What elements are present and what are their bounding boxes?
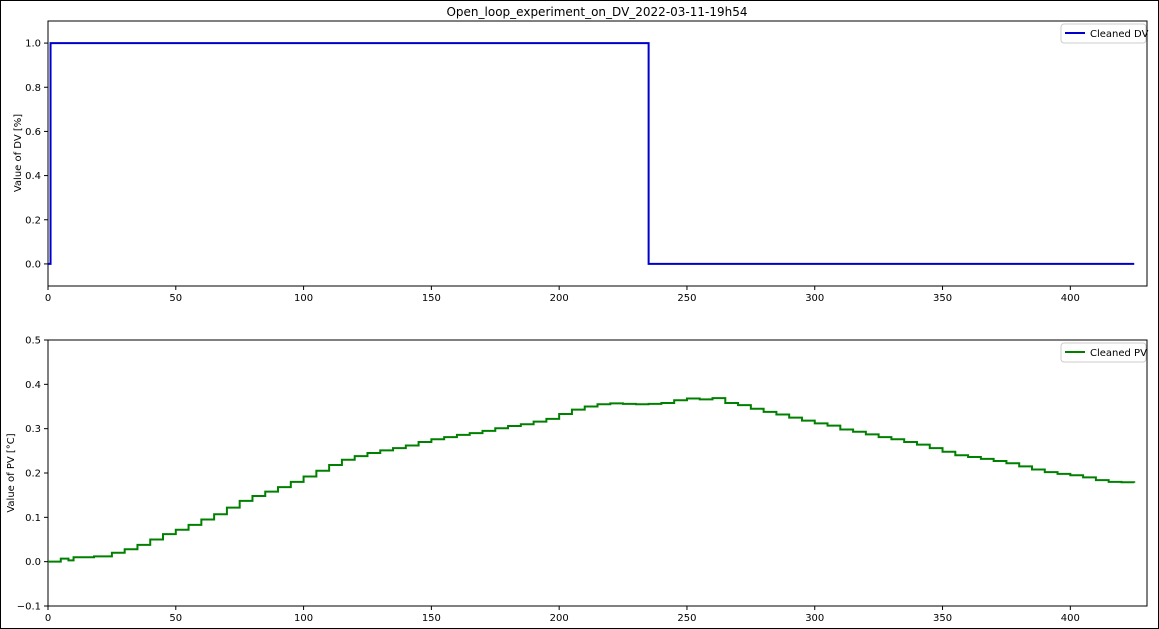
pv-series-line	[48, 397, 1136, 563]
pv-y-tick-label: 0.1	[25, 513, 41, 524]
dv-y-tick-label: 0.2	[25, 215, 41, 226]
dv-x-tick-label: 200	[550, 293, 569, 304]
pv-legend-label: Cleaned PV	[1090, 348, 1147, 359]
dv-y-tick-label: 0.6	[25, 127, 41, 138]
dv-plot-area	[47, 20, 1148, 287]
pv-y-axis-label: Value of PV [°C]	[6, 433, 17, 512]
pv-y-tick-label: −0.1	[17, 602, 41, 613]
dv-x-tick-label: 0	[45, 293, 51, 304]
pv-x-tick-label: 250	[677, 613, 696, 624]
dv-x-tick-label: 150	[422, 293, 441, 304]
dv-legend: Cleaned DV	[1060, 23, 1149, 44]
pv-y-tick-label: 0.5	[25, 336, 41, 347]
dv-y-tick-label: 0.4	[25, 171, 41, 182]
dv-legend-label: Cleaned DV	[1090, 29, 1149, 40]
pv-x-tick-label: 350	[933, 613, 952, 624]
dv-x-tick-label: 50	[169, 293, 182, 304]
pv-legend: Cleaned PV	[1060, 342, 1147, 363]
dv-y-axis-label: Value of DV [%]	[13, 114, 24, 192]
pv-plot-content	[48, 397, 1136, 563]
pv-x-tick-label: 0	[45, 613, 51, 624]
dv-x-tick-label: 350	[933, 293, 952, 304]
dv-y-tick-label: 1.0	[25, 39, 41, 50]
pv-legend-box	[1060, 342, 1147, 363]
dv-x-tick-label: 250	[677, 293, 696, 304]
pv-plot-area	[47, 339, 1148, 607]
dv-legend-box	[1060, 23, 1147, 44]
dv-plot-content	[48, 42, 1135, 265]
pv-y-tick-label: 0.4	[25, 380, 41, 391]
chart-title: Open_loop_experiment_on_DV_2022-03-11-19…	[446, 5, 747, 19]
dv-y-tick-label: 0.8	[25, 83, 41, 94]
pv-y-tick-label: 0.0	[25, 557, 41, 568]
pv-x-tick-label: 50	[169, 613, 182, 624]
pv-y-tick-label: 0.3	[25, 424, 41, 435]
pv-x-tick-label: 300	[805, 613, 824, 624]
pv-x-tick-label: 200	[550, 613, 569, 624]
pv-y-tick-label: 0.2	[25, 469, 41, 480]
dv-x-tick-label: 400	[1061, 293, 1080, 304]
dv-series-line	[48, 42, 1135, 265]
dv-y-tick-label: 0.0	[25, 259, 41, 270]
dv-x-tick-label: 300	[805, 293, 824, 304]
dv-x-tick-label: 100	[294, 293, 313, 304]
pv-x-tick-label: 150	[422, 613, 441, 624]
pv-x-tick-label: 100	[294, 613, 313, 624]
pv-x-tick-label: 400	[1061, 613, 1080, 624]
